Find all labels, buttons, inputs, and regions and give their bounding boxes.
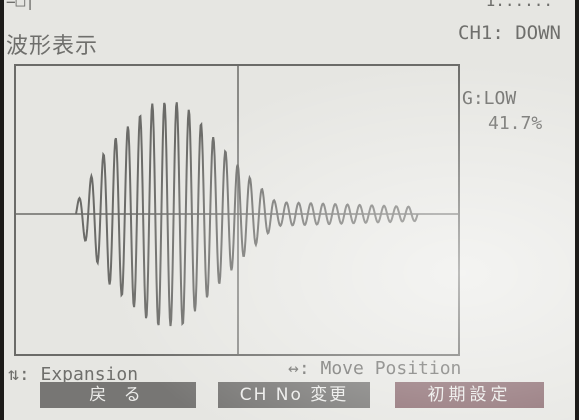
- plot-frame: [14, 64, 460, 356]
- waveform-trace: [75, 102, 419, 327]
- back-button[interactable]: 戻 る: [40, 382, 196, 408]
- status-top-left: =□|: [6, 0, 35, 10]
- lcd-screen: =□| 1:::::: 波形表示 CH1: DOWN G:LOW 41.7% ⇅…: [4, 0, 575, 420]
- waveform-plot[interactable]: [14, 64, 460, 356]
- expansion-hint: ⇅: Expansion: [8, 364, 139, 385]
- gain-percent: 41.7%: [488, 113, 543, 134]
- page-title: 波形表示: [6, 34, 99, 59]
- gain-label: G:LOW: [462, 88, 517, 109]
- channel-status: CH1: DOWN: [458, 22, 561, 44]
- status-top-right: 1::::::: [485, 0, 553, 10]
- move-position-hint: ↔: Move Position: [288, 358, 462, 379]
- initial-settings-button[interactable]: 初期設定: [395, 382, 544, 408]
- ch-no-change-button[interactable]: CH No 変更: [218, 382, 370, 408]
